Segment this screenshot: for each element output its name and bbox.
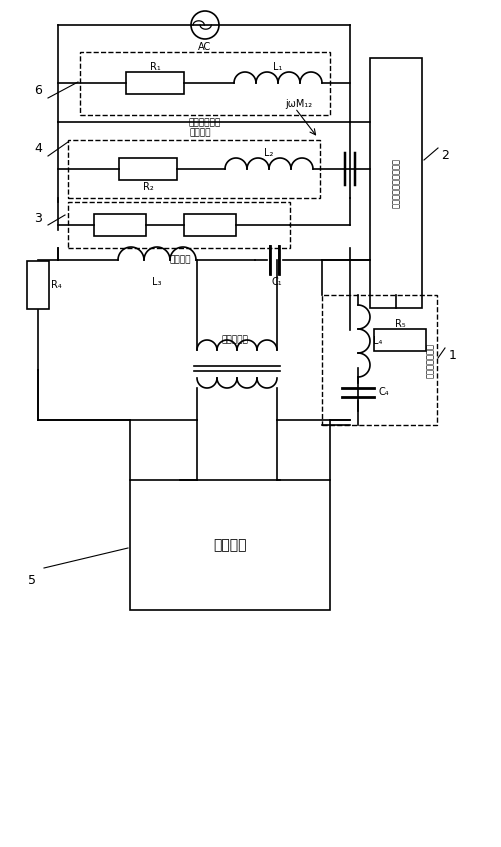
Bar — [184, 214, 235, 236]
Text: 隔离变压器: 隔离变压器 — [221, 335, 248, 345]
Text: 参考回路: 参考回路 — [189, 129, 210, 137]
Bar — [68, 202, 290, 248]
Text: L₁: L₁ — [273, 62, 282, 72]
Text: R₅: R₅ — [394, 319, 404, 329]
Bar — [68, 140, 319, 198]
Text: 5: 5 — [28, 573, 36, 586]
Bar — [373, 329, 425, 351]
Bar — [94, 214, 146, 236]
Text: 电流传感器模块: 电流传感器模块 — [425, 342, 434, 378]
Text: 6: 6 — [34, 84, 42, 97]
Bar — [119, 158, 177, 180]
Text: C₁: C₁ — [271, 277, 282, 287]
Text: jωM₁₂: jωM₁₂ — [285, 99, 312, 109]
Text: AC: AC — [198, 42, 211, 52]
Bar — [130, 480, 329, 610]
Text: R₂: R₂ — [142, 182, 153, 192]
Text: R₁: R₁ — [149, 62, 160, 72]
Text: C₄: C₄ — [378, 387, 389, 397]
Text: L₃: L₃ — [152, 277, 161, 287]
Text: 2: 2 — [440, 148, 448, 162]
Bar — [27, 261, 49, 309]
Text: 屋内测试回路: 屋内测试回路 — [188, 119, 220, 128]
Text: R₄: R₄ — [51, 280, 61, 290]
Text: 电压电流信号采集模块: 电压电流信号采集模块 — [391, 158, 400, 208]
Text: L₂: L₂ — [264, 148, 273, 158]
Text: 1: 1 — [448, 348, 456, 362]
Text: 中频电源: 中频电源 — [213, 538, 246, 552]
Text: L₄: L₄ — [373, 336, 382, 346]
Text: 被测对象: 被测对象 — [169, 256, 190, 264]
Text: 4: 4 — [34, 141, 42, 154]
Bar — [126, 72, 184, 94]
Bar — [321, 295, 436, 425]
Bar — [80, 52, 329, 115]
Bar — [369, 58, 421, 308]
Text: 3: 3 — [34, 212, 42, 224]
